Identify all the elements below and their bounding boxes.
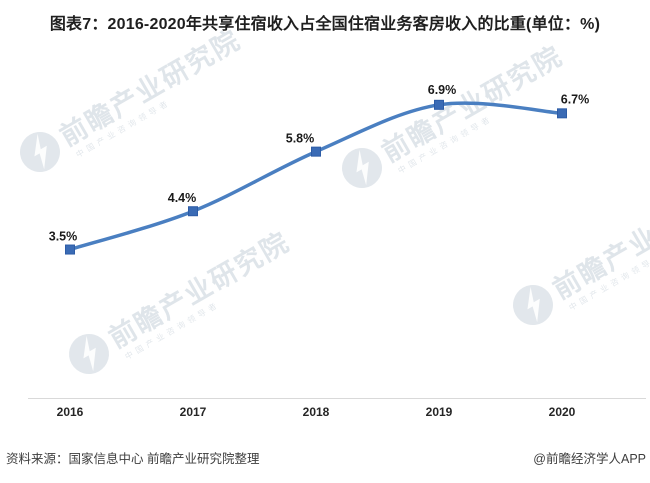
data-label-2016: 3.5%: [49, 230, 78, 244]
x-tick-2016: 2016: [57, 405, 84, 419]
data-label-2017: 4.4%: [168, 191, 197, 205]
data-label-2018: 5.8%: [286, 132, 315, 146]
data-point-marker-2018: [311, 146, 321, 157]
data-point-marker-2016: [65, 244, 75, 255]
x-tick-2020: 2020: [549, 405, 576, 419]
x-tick-2017: 2017: [180, 405, 207, 419]
watermark-bolt-icon: [83, 335, 96, 372]
data-point-marker-2017: [188, 206, 198, 217]
watermark-bolt-icon: [356, 149, 369, 186]
data-label-2019: 6.9%: [428, 83, 457, 97]
data-point-marker-2020: [557, 108, 567, 119]
watermark-text: 前瞻产业研究院: [104, 226, 295, 354]
watermark-bolt-icon: [527, 286, 540, 323]
watermark-text: 前瞻产业研究院: [55, 24, 246, 152]
x-tick-2018: 2018: [303, 405, 330, 419]
chart-title: 图表7：2016-2020年共享住宿收入占全国住宿业务客房收入的比重(单位：%): [49, 16, 601, 33]
x-tick-2019: 2019: [426, 405, 453, 419]
source-note: 资料来源：国家信息中心 前瞻产业研究院整理: [6, 452, 260, 466]
watermark-bolt-icon: [34, 133, 47, 170]
data-point-marker-2019: [434, 99, 444, 110]
data-label-2020: 6.7%: [561, 92, 590, 106]
app-credit: @前瞻经济学人APP: [533, 452, 646, 466]
